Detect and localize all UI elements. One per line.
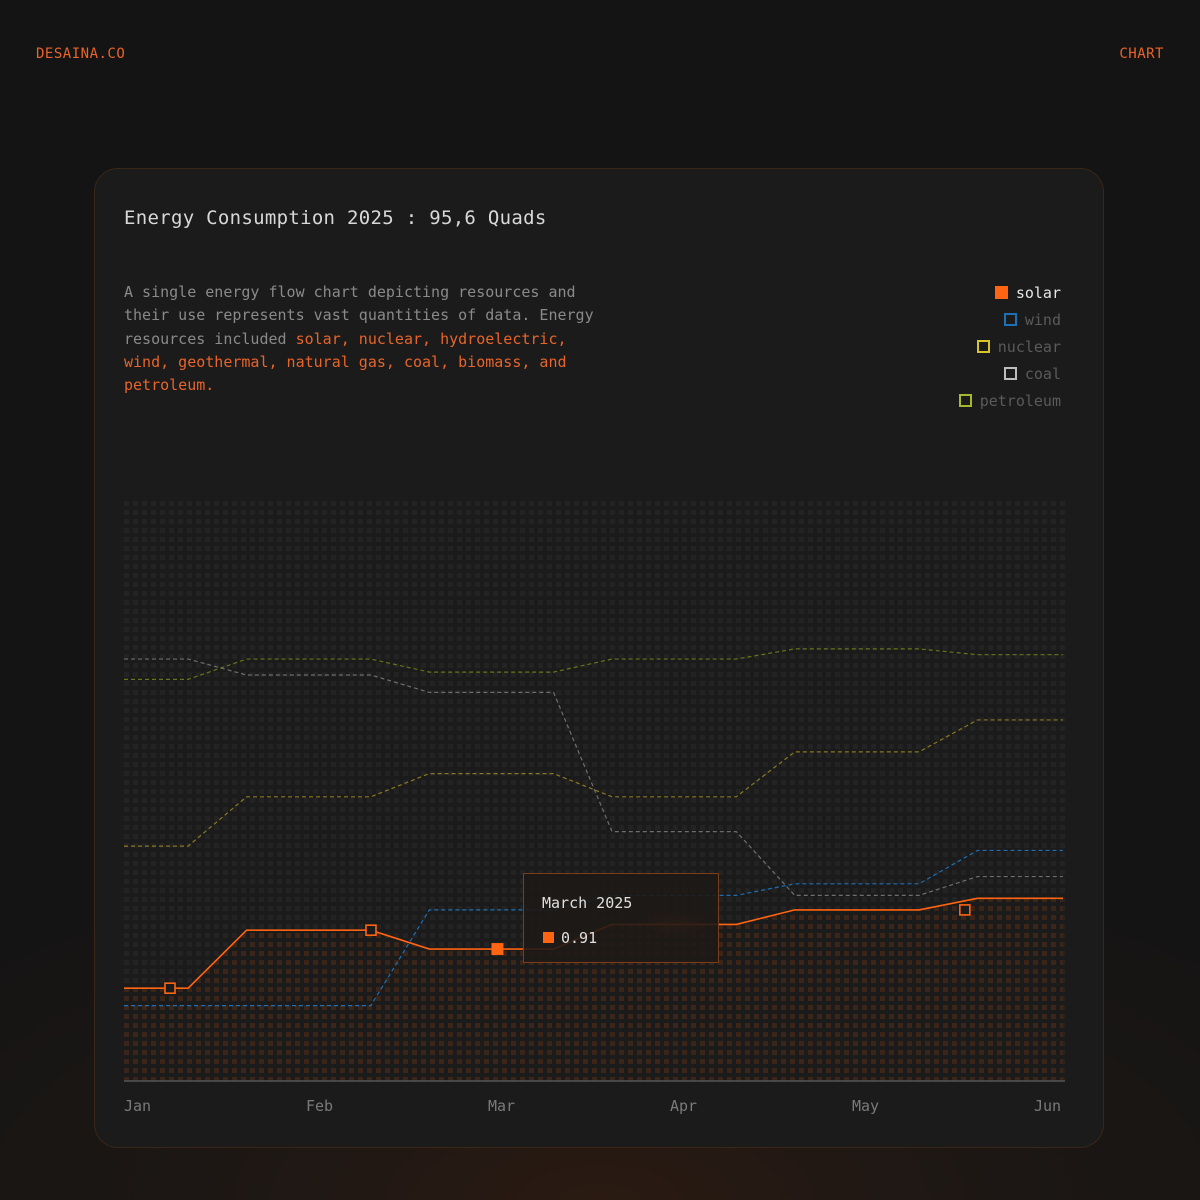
chart-legend: solar wind nuclear coal petroleum: [958, 279, 1061, 414]
tooltip-value: 0.91: [561, 929, 598, 947]
legend-label-nuclear: nuclear: [997, 337, 1061, 356]
chart-card: Energy Consumption 2025 : 95,6 Quads A s…: [94, 168, 1104, 1148]
legend-label-coal: coal: [1024, 364, 1061, 383]
legend-item-coal[interactable]: coal: [959, 360, 1061, 387]
legend-item-solar[interactable]: solar: [959, 279, 1061, 306]
point-marker-solar-4[interactable]: [959, 904, 971, 916]
point-marker-solar-1[interactable]: [365, 924, 377, 937]
legend-swatch-nuclear: [976, 340, 990, 353]
tooltip-title: March 2025: [542, 894, 633, 912]
x-tick-label-jun: Jun: [1034, 1097, 1062, 1115]
chart-title: Energy Consumption 2025 : 95,6 Quads: [124, 207, 547, 229]
series-line-petroleum[interactable]: [124, 648, 1063, 680]
tooltip: March 2025 0.91: [523, 873, 719, 963]
series-line-coal[interactable]: [124, 658, 1063, 896]
x-tick-label-apr: Apr: [670, 1097, 698, 1115]
description-text: A single energy flow chart depicting res…: [124, 283, 594, 348]
tooltip-swatch: [543, 932, 554, 943]
series-line-nuclear[interactable]: [124, 719, 1063, 847]
legend-swatch-wind: [1003, 313, 1017, 326]
line-chart: [124, 501, 1065, 1082]
legend-item-wind[interactable]: wind: [959, 306, 1061, 333]
legend-swatch-coal: [1003, 367, 1017, 380]
brand-logo[interactable]: DESAINA.CO: [36, 46, 126, 62]
legend-label-wind: wind: [1024, 310, 1061, 329]
legend-item-petroleum[interactable]: petroleum: [958, 387, 1061, 414]
nav-chart-link[interactable]: CHART: [1119, 46, 1164, 62]
legend-label-petroleum: petroleum: [979, 391, 1061, 410]
point-marker-solar-selected[interactable]: [491, 943, 504, 956]
description-highlight: solar, nuclear, hydroelectric, wind, geo…: [124, 329, 567, 395]
chart-description: A single energy flow chart depicting res…: [124, 281, 594, 397]
x-tick-label-feb: Feb: [306, 1097, 334, 1115]
legend-swatch-solar: [994, 286, 1008, 299]
x-tick-label-mar: Mar: [488, 1097, 516, 1115]
point-marker-solar-0[interactable]: [164, 982, 176, 995]
area-solar: [124, 898, 1063, 1081]
x-tick-label-jan: Jan: [124, 1097, 152, 1115]
legend-swatch-petroleum: [958, 394, 972, 407]
legend-label-solar: solar: [1015, 283, 1061, 302]
legend-item-nuclear[interactable]: nuclear: [959, 333, 1061, 360]
x-tick-label-may: May: [852, 1097, 880, 1115]
